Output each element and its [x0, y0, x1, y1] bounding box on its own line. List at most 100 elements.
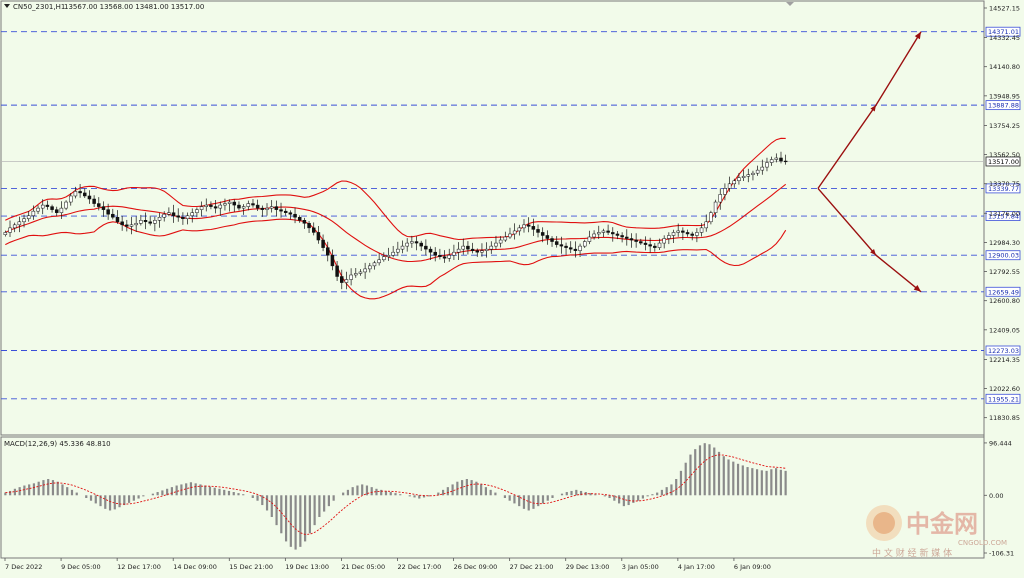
candle-body [279, 209, 283, 212]
x-tick-label: 29 Dec 13:00 [566, 563, 610, 571]
candle-body [358, 271, 363, 274]
chart-symbol-title: CN50_2301,H1 [13, 3, 65, 11]
ohlc-header: 13567.00 13568.00 13481.00 13517.00 [64, 3, 204, 11]
candle-body [64, 201, 68, 209]
candle-body [522, 224, 526, 229]
bollinger-middle [5, 183, 787, 263]
candle-body [386, 254, 391, 257]
candle-body [148, 221, 152, 224]
y-tick-label: 11830.85 [989, 414, 1020, 422]
candle-body [311, 227, 316, 233]
candle-body [69, 195, 73, 203]
candle-body [45, 204, 50, 207]
candle-body [438, 254, 442, 257]
candle-body [667, 235, 671, 239]
candle-body [199, 206, 204, 210]
level-label: 12659.49 [988, 288, 1019, 296]
y-tick-label: 12600.80 [989, 297, 1020, 305]
x-tick-label: 19 Dec 13:00 [285, 563, 329, 571]
x-tick-label: 27 Dec 21:00 [510, 563, 554, 571]
candle-body [269, 206, 274, 209]
candle-body [209, 204, 213, 207]
candle-body [578, 245, 582, 251]
candle-body [424, 245, 428, 250]
levels-layer: 14371.01 13887.88 13339.77 13157.84 12900.03… [1, 26, 1021, 404]
candle-body [190, 212, 194, 216]
candle-body [129, 224, 134, 227]
candle-body [489, 245, 494, 250]
candle-body [512, 230, 517, 235]
candle-body [582, 241, 587, 247]
candle-body [218, 204, 223, 209]
candle-body [442, 256, 447, 259]
candle-body [78, 191, 82, 194]
candle-body [526, 224, 531, 227]
macd-signal-line [5, 454, 786, 535]
candle-body [727, 183, 732, 189]
candle-body [713, 201, 718, 213]
candle-body [779, 157, 783, 162]
candle-body [143, 220, 148, 223]
candle-body [302, 220, 307, 224]
candle-body [223, 203, 227, 206]
arrows-layer [817, 31, 922, 293]
x-tick-label: 12 Dec 17:00 [117, 563, 161, 571]
watermark-logo: 中金网 CNGOLD.COM 中 文 财 经 新 媒 体 [866, 505, 1007, 559]
candle-body [755, 169, 760, 174]
candle-body [73, 191, 78, 197]
candle-body [171, 212, 176, 216]
bollinger-lower [5, 218, 787, 300]
candle-body [204, 204, 209, 207]
projection-arrowhead [914, 31, 921, 40]
candle-body [340, 276, 344, 283]
level-label: 13887.88 [988, 102, 1019, 110]
candle-body [751, 172, 755, 175]
candle-body [316, 232, 321, 241]
candle-body [508, 233, 512, 238]
candle-body [59, 207, 64, 213]
candle-body [237, 204, 241, 209]
candle-body [185, 215, 190, 220]
candle-body [288, 212, 293, 215]
y-tick-label: 12792.55 [989, 268, 1020, 276]
y-tick-label: 13176.00 [989, 210, 1020, 218]
candle-body [162, 213, 166, 218]
shift-marker-icon[interactable] [786, 2, 794, 6]
candle-body [634, 239, 638, 242]
candle-body [461, 245, 465, 250]
price-panel [0, 0, 985, 436]
candle-body [531, 226, 536, 230]
candle-body [681, 230, 685, 233]
candle-body [260, 207, 265, 210]
projection-arrow [817, 187, 922, 293]
candle-body [783, 160, 788, 163]
candle-body [344, 279, 349, 283]
candle-body [503, 236, 508, 241]
candle-body [456, 248, 461, 253]
candle-body [639, 241, 643, 244]
y-tick-label: 12984.30 [989, 239, 1020, 247]
candle-body [592, 233, 596, 238]
chart-menu-arrow-icon[interactable] [4, 4, 10, 8]
candle-body [540, 232, 545, 236]
candle-body [176, 215, 180, 218]
y-tick-label: 12022.60 [989, 385, 1020, 393]
candle-body [723, 188, 727, 195]
candle-body [695, 232, 699, 236]
candle-body [125, 224, 129, 227]
candle-body [648, 244, 652, 247]
y-tick-label: 12214.35 [989, 356, 1020, 364]
macd-panel [0, 436, 985, 559]
candle-body [265, 207, 269, 210]
bollinger-upper [5, 137, 786, 241]
projection-arrow [817, 31, 922, 189]
macd-tick-label: 96.444 [989, 439, 1012, 447]
candle-body [568, 247, 573, 250]
x-tick-label: 22 Dec 17:00 [398, 563, 442, 571]
candle-body [718, 194, 722, 203]
candle-body [153, 220, 157, 224]
candle-body [8, 227, 12, 233]
candle-body [480, 250, 484, 253]
candle-body [573, 248, 578, 251]
